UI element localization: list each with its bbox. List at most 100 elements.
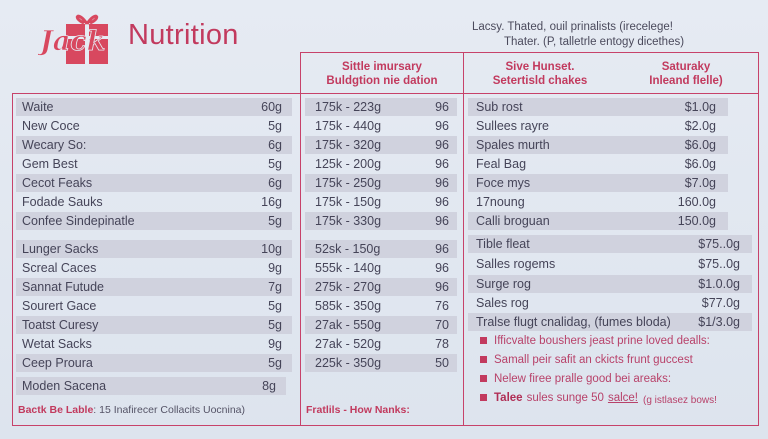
- item-value: 5g: [268, 157, 282, 171]
- list-item: Confee Sindepinatle 5g: [16, 212, 292, 230]
- price-item-name: Spales murth: [476, 138, 550, 152]
- price-item-name: 17noung: [476, 195, 525, 209]
- range-row: 555k - 140g 96: [305, 259, 457, 277]
- price-item-name: Foce mys: [476, 176, 531, 190]
- range-text: 175k - 223g: [315, 100, 382, 114]
- promo-bullet: Ifficvalte boushers jeast prine loved de…: [480, 331, 760, 350]
- list-item: Toatst Curesy 5g: [16, 316, 292, 334]
- bullet-square-icon: [480, 356, 487, 363]
- item-value: 9g: [268, 337, 282, 351]
- middle-header-line-2: Buldgtion nie dation: [326, 75, 438, 87]
- item-value: 5g: [268, 356, 282, 370]
- item-value: 8g: [262, 379, 276, 393]
- svg-text:Jack: Jack: [38, 26, 105, 57]
- right-column-header-a: Sive Hunset. Setertisld chakes: [465, 60, 615, 88]
- list-item: Wetat Sacks 9g: [16, 335, 292, 353]
- range-text: 52sk - 150g: [315, 242, 381, 256]
- bullet-link[interactable]: salce!: [607, 391, 638, 404]
- range-text: 585k - 350g: [315, 299, 382, 313]
- price-row: Tible fleat $75..0g: [468, 235, 752, 253]
- range-text: 225k - 350g: [315, 356, 382, 370]
- price-item-name: Sales rog: [476, 296, 529, 310]
- middle-header-line-1: Sittle imursary: [342, 61, 422, 73]
- left-footer-label: Bactk Be Lable: [18, 404, 94, 416]
- score-value: 96: [435, 195, 449, 209]
- item-value: 5g: [268, 119, 282, 133]
- price-value: $7.0g: [684, 176, 716, 190]
- range-row: 175k - 223g 96: [305, 98, 457, 116]
- price-value: $75..0g: [698, 237, 740, 251]
- score-value: 96: [435, 242, 449, 256]
- brand-title: Nutrition: [128, 19, 239, 51]
- price-row: Sub rost $1.0g: [468, 98, 728, 116]
- item-name: Fodade Sauks: [22, 195, 103, 209]
- price-value: $77.0g: [701, 296, 740, 310]
- score-value: 96: [435, 214, 449, 228]
- price-value: $6.0g: [684, 138, 716, 152]
- list-item: Screal Caces 9g: [16, 259, 292, 277]
- price-row: Calli broguan 150.0g: [468, 212, 728, 230]
- item-name: Sourert Gace: [22, 299, 97, 313]
- bullet-text: Nelew firee pralle good bei areaks:: [494, 372, 672, 385]
- item-name: Gem Best: [22, 157, 78, 171]
- middle-footer-note: Fratlils - How Nanks:: [306, 404, 410, 416]
- right-header-a-line-2: Setertisld chakes: [492, 75, 588, 87]
- list-item: New Coce 5g: [16, 117, 292, 135]
- item-name: Sannat Futude: [22, 280, 105, 294]
- range-row: 585k - 350g 76: [305, 297, 457, 315]
- item-name: Moden Sacena: [22, 379, 107, 393]
- left-panel: [12, 93, 302, 426]
- score-value: 70: [435, 318, 449, 332]
- range-text: 555k - 140g: [315, 261, 382, 275]
- price-item-name: Surge rog: [476, 277, 531, 291]
- item-name: Lunger Sacks: [22, 242, 99, 256]
- item-name: Screal Caces: [22, 261, 97, 275]
- list-item: Sourert Gace 5g: [16, 297, 292, 315]
- price-item-name: Calli broguan: [476, 214, 550, 228]
- score-value: 96: [435, 157, 449, 171]
- price-value: $1.0.0g: [698, 277, 740, 291]
- range-text: 125k - 200g: [315, 157, 382, 171]
- item-value: 6g: [268, 176, 282, 190]
- score-value: 78: [435, 337, 449, 351]
- range-text: 27ak - 520g: [315, 337, 382, 351]
- score-value: 96: [435, 138, 449, 152]
- list-item: Wecary So: 6g: [16, 136, 292, 154]
- range-row: 225k - 350g 50: [305, 354, 457, 372]
- score-value: 50: [435, 356, 449, 370]
- item-value: 6g: [268, 138, 282, 152]
- promo-bullet: Samall peir safit an ckicts frunt gucces…: [480, 350, 760, 369]
- range-row: 52sk - 150g 96: [305, 240, 457, 258]
- bullet-text: Ifficvalte boushers jeast prine loved de…: [494, 334, 710, 347]
- list-item: Waite 60g: [16, 98, 292, 116]
- promo-bullet: Nelew firee pralle good bei areaks:: [480, 369, 760, 388]
- bullet-text: Samall peir safit an ckicts frunt gucces…: [494, 353, 693, 366]
- range-row: 175k - 320g 96: [305, 136, 457, 154]
- score-value: 76: [435, 299, 449, 313]
- price-item-name: Tible fleat: [476, 237, 530, 251]
- header-divider: [300, 93, 759, 94]
- range-text: 175k - 250g: [315, 176, 382, 190]
- range-row: 175k - 330g 96: [305, 212, 457, 230]
- bullet-square-icon: [480, 394, 487, 401]
- tagline-line-1: Lacsy. Thated, ouil prinalists (ireceleg…: [472, 21, 673, 33]
- range-text: 275k - 270g: [315, 280, 382, 294]
- item-name: New Coce: [22, 119, 80, 133]
- range-row: 275k - 270g 96: [305, 278, 457, 296]
- range-row: 175k - 250g 96: [305, 174, 457, 192]
- item-value: 5g: [268, 318, 282, 332]
- price-value: 160.0g: [677, 195, 716, 209]
- score-value: 96: [435, 100, 449, 114]
- list-item: Ceep Proura 5g: [16, 354, 292, 372]
- right-column-header-b: Saturaky Inleand flelle): [614, 60, 758, 88]
- price-row: 17noung 160.0g: [468, 193, 728, 211]
- item-name: Wetat Sacks: [22, 337, 92, 351]
- price-item-name: Sullees rayre: [476, 119, 549, 133]
- score-value: 96: [435, 280, 449, 294]
- item-value: 60g: [261, 100, 282, 114]
- range-text: 175k - 440g: [315, 119, 382, 133]
- price-row: Surge rog $1.0.0g: [468, 275, 752, 293]
- price-value: $6.0g: [684, 157, 716, 171]
- item-name: Waite: [22, 100, 54, 114]
